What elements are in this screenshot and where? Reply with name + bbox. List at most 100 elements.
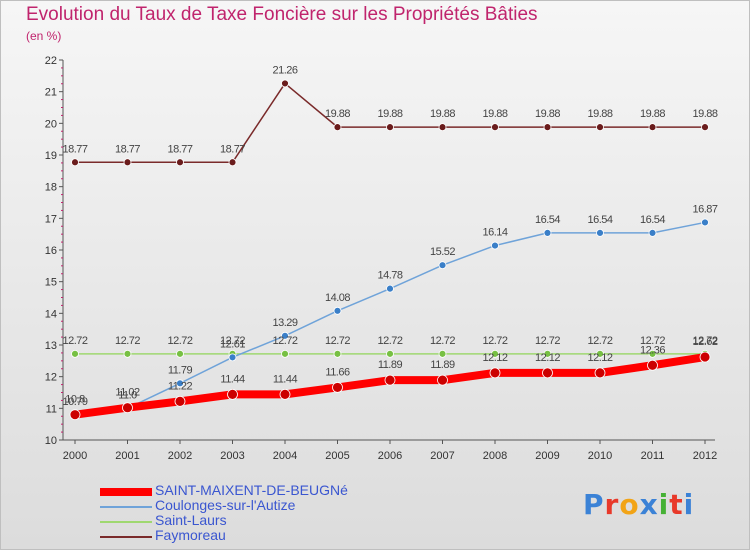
data-point	[281, 349, 289, 358]
data-label: 12.62	[692, 336, 717, 348]
data-label: 12.72	[272, 335, 297, 347]
data-label: 18.77	[167, 143, 192, 155]
y-tick-label: 10	[45, 435, 57, 447]
proxiti-logo: Proxiti	[583, 488, 694, 521]
data-label: 19.88	[430, 108, 455, 120]
y-tick-label: 22	[45, 55, 57, 67]
data-point	[701, 218, 709, 227]
data-label: 11.44	[220, 373, 245, 385]
data-label: 12.72	[220, 335, 245, 347]
data-point	[228, 353, 237, 362]
x-tick-label: 2001	[115, 450, 139, 462]
data-point	[489, 367, 501, 379]
data-point	[543, 349, 552, 358]
data-label: 11.89	[430, 359, 455, 371]
data-point	[279, 388, 291, 400]
data-point	[438, 261, 447, 270]
logo-letter: x	[639, 488, 659, 521]
data-point	[596, 349, 604, 358]
data-label: 19.88	[692, 108, 717, 120]
data-label: 19.88	[325, 108, 350, 120]
y-tick-label: 18	[45, 182, 57, 194]
data-label: 18.77	[220, 143, 245, 155]
data-label: 13.29	[272, 317, 297, 329]
data-label: 16.54	[587, 214, 612, 226]
data-point	[386, 123, 394, 132]
y-tick-label: 16	[45, 245, 57, 257]
x-tick-label: 2011	[641, 450, 665, 462]
data-point	[491, 241, 499, 250]
data-label: 12.72	[482, 335, 507, 347]
data-label: 11.22	[168, 380, 193, 392]
data-label: 11.02	[115, 387, 140, 399]
data-point	[281, 79, 289, 88]
data-label: 16.87	[692, 203, 717, 215]
data-point	[71, 158, 79, 167]
data-label: 19.88	[377, 108, 402, 120]
data-point	[438, 349, 447, 358]
data-label: 12.12	[482, 352, 507, 364]
data-point	[648, 123, 657, 132]
x-tick-label: 2004	[273, 450, 297, 462]
legend-swatch	[100, 536, 152, 538]
data-point	[122, 402, 133, 414]
x-tick-label: 2005	[325, 450, 349, 462]
data-label: 16.54	[535, 214, 560, 226]
data-point	[123, 158, 132, 167]
data-label: 16.14	[482, 227, 507, 239]
y-tick-label: 20	[45, 118, 57, 130]
line-chart: 10 11 12 13 14 15 16 17 18 19 20 21 22 2000 2001 2002 20…	[45, 55, 719, 462]
data-point	[71, 349, 79, 358]
x-tick-label: 2003	[220, 450, 244, 462]
chart-subtitle: (en %)	[26, 29, 62, 43]
data-label: 11.89	[378, 359, 403, 371]
data-label: 12.72	[692, 335, 717, 347]
data-label: 12.72	[167, 335, 192, 347]
data-label: 10.79	[62, 396, 87, 408]
data-point	[281, 331, 289, 340]
logo-letter: i	[683, 488, 695, 521]
x-tick-label: 2006	[378, 450, 402, 462]
data-label: 12.12	[587, 352, 612, 364]
y-tick-label: 15	[45, 277, 57, 289]
data-point	[491, 349, 499, 358]
data-label: 10.8	[65, 394, 85, 406]
data-point	[701, 123, 709, 132]
data-label: 12.12	[535, 352, 560, 364]
data-label: 12.61	[220, 338, 245, 350]
y-tick-label: 19	[45, 150, 57, 162]
legend-label: Faymoreau	[155, 527, 226, 543]
data-point	[384, 374, 396, 386]
chart-title: Evolution du Taux de Taxe Foncière sur l…	[26, 4, 538, 25]
y-tick-label: 13	[45, 340, 57, 352]
data-label: 12.72	[587, 335, 612, 347]
data-label: 12.72	[115, 335, 140, 347]
data-label: 19.88	[535, 108, 560, 120]
data-point	[596, 123, 604, 132]
data-point	[176, 158, 184, 167]
data-point	[333, 306, 342, 315]
data-point	[648, 228, 657, 237]
data-label: 12.72	[325, 335, 350, 347]
data-label: 19.88	[640, 108, 665, 120]
logo-letter: P	[583, 488, 605, 521]
legend-swatch	[100, 488, 152, 496]
legend-swatch	[100, 506, 152, 508]
legend-label: Saint-Laurs	[155, 512, 227, 528]
data-label: 12.72	[62, 335, 87, 347]
data-point	[386, 349, 394, 358]
x-tick-label: 2000	[63, 450, 87, 462]
data-label: 19.88	[482, 108, 507, 120]
data-label: 12.72	[640, 335, 665, 347]
data-point	[491, 123, 499, 132]
data-point	[647, 359, 658, 371]
data-label: 15.52	[430, 246, 455, 258]
data-label: 12.36	[640, 344, 665, 356]
data-point	[174, 395, 186, 407]
data-point	[227, 388, 238, 400]
data-point	[333, 123, 342, 132]
data-point	[438, 123, 447, 132]
data-label: 12.72	[535, 335, 560, 347]
x-tick-label: 2008	[483, 450, 507, 462]
data-point	[594, 367, 606, 379]
